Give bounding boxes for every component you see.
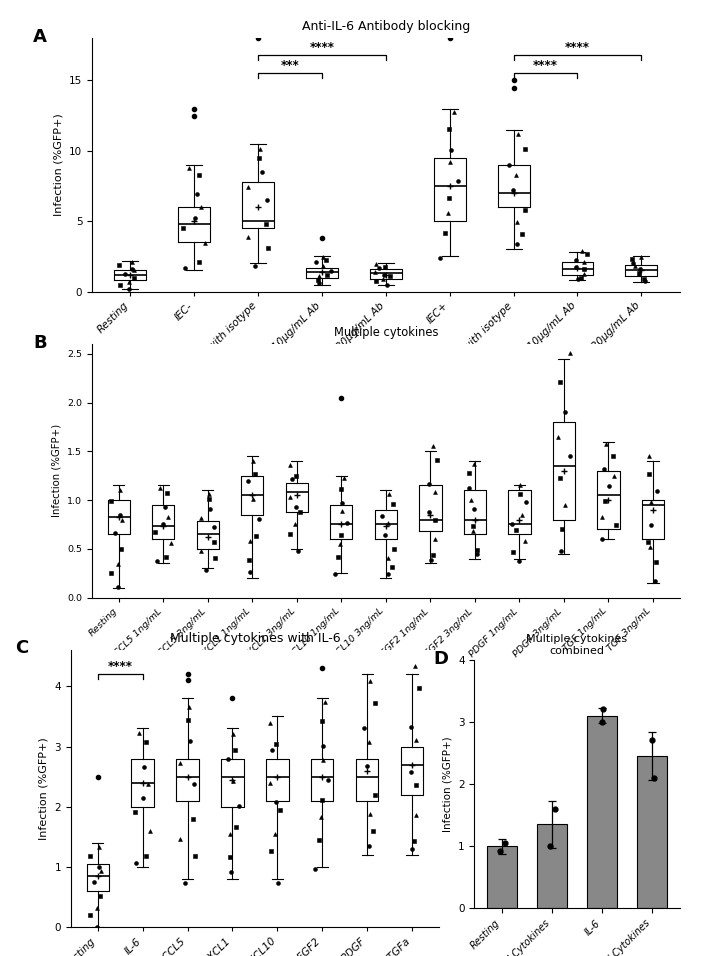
Title: Multiple cytokines
combined: Multiple cytokines combined — [527, 635, 627, 656]
Title: Anti-IL-6 Antibody blocking: Anti-IL-6 Antibody blocking — [302, 20, 470, 33]
Bar — [637, 756, 667, 908]
Text: C: C — [16, 639, 29, 657]
Text: ****: **** — [565, 41, 590, 54]
Y-axis label: Infection (%GFP+): Infection (%GFP+) — [52, 424, 62, 517]
Text: ****: **** — [309, 41, 334, 54]
Text: D: D — [433, 650, 448, 667]
Text: A: A — [33, 28, 47, 46]
Text: ***: *** — [280, 59, 299, 72]
Y-axis label: Infection (%GFP+): Infection (%GFP+) — [39, 737, 49, 840]
Y-axis label: Infection (%GFP+): Infection (%GFP+) — [442, 736, 452, 832]
Bar — [487, 846, 517, 908]
Y-axis label: Infection (%GFP+): Infection (%GFP+) — [54, 114, 64, 216]
Text: B: B — [33, 334, 47, 352]
Text: ****: **** — [108, 660, 132, 673]
Title: Multiple cytokines: Multiple cytokines — [333, 326, 438, 338]
Bar — [587, 715, 617, 908]
Text: ****: **** — [533, 59, 558, 72]
Bar — [537, 824, 567, 908]
Title: Multiple cytokines with IL-6: Multiple cytokines with IL-6 — [170, 632, 340, 644]
